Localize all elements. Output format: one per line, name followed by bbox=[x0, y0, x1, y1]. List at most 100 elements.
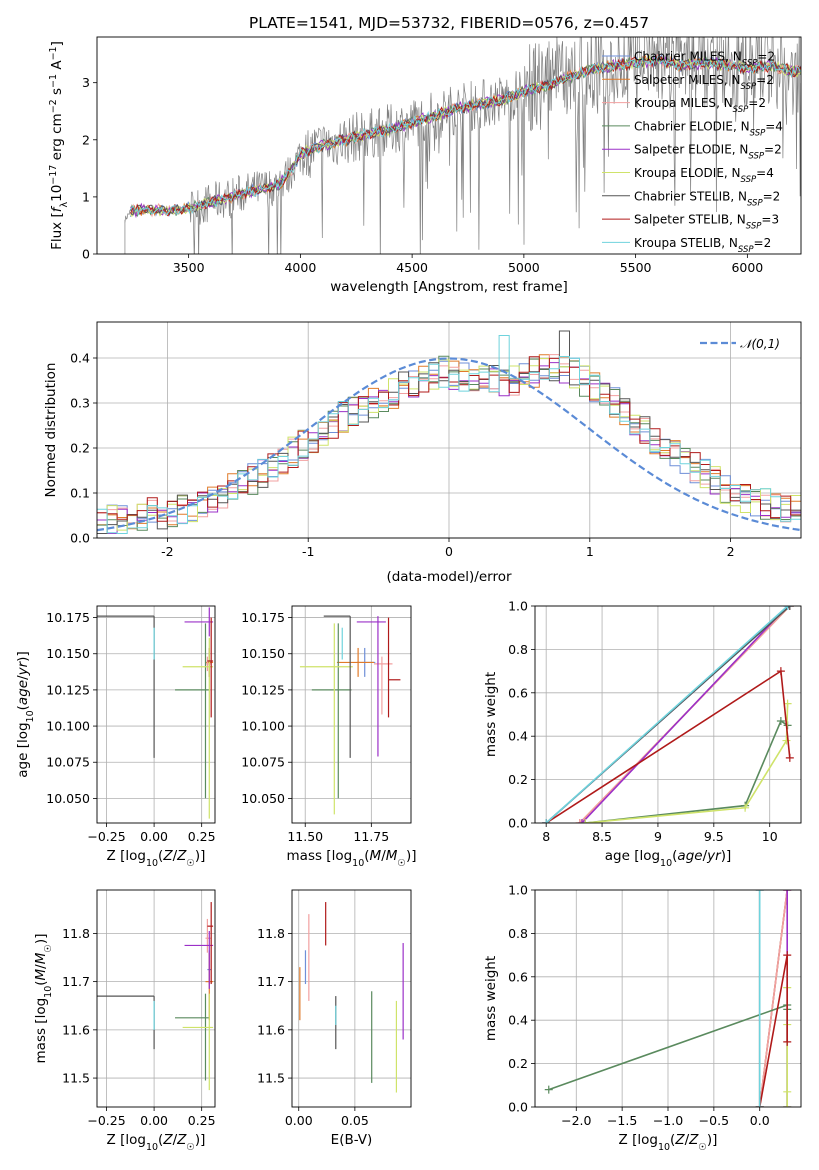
y-tick-label: 11.5 bbox=[257, 1071, 285, 1086]
y-tick-label: 0.0 bbox=[70, 531, 90, 546]
label-part: mass [log bbox=[33, 998, 49, 1064]
weight-marker bbox=[783, 951, 792, 960]
y-tick-label: 0.2 bbox=[508, 1056, 528, 1071]
mass-vs-ebv-panel: 0.00 0.05 11.5 11.6 11.7 11.8 E(B-V) bbox=[257, 889, 412, 1148]
legend-label: Salpeter STELIB, NSSP=3 bbox=[634, 213, 779, 232]
legend-name: Chabrier MILES bbox=[634, 50, 725, 64]
y-tick-label: 10.050 bbox=[241, 791, 285, 806]
y-tick-label: 0.4 bbox=[508, 729, 528, 744]
legend-nssp-sub: SSP bbox=[747, 198, 763, 208]
label-part: M bbox=[33, 968, 49, 980]
label-part: / bbox=[381, 848, 386, 864]
y-tick-label: 0.8 bbox=[508, 642, 528, 657]
model-line-kroupa-stelib bbox=[130, 55, 801, 216]
normal-curve bbox=[97, 357, 801, 532]
y-tick-label: 0.4 bbox=[508, 1013, 528, 1028]
x-tick-label: 11.50 bbox=[287, 829, 323, 844]
label-part: ☉ bbox=[397, 858, 406, 869]
label-part: M bbox=[33, 952, 49, 964]
label-part: / bbox=[173, 848, 178, 864]
y-tick-label: 1.0 bbox=[508, 599, 528, 614]
y-tick-label: 0.6 bbox=[508, 685, 528, 700]
legend-nssp-prefix: , N bbox=[725, 50, 742, 64]
y-tick-label: 3 bbox=[82, 75, 90, 90]
legend-name: Salpeter ELODIE bbox=[634, 143, 732, 157]
y-tick-label: 10.125 bbox=[46, 682, 90, 697]
x-tick-label: 2 bbox=[727, 544, 735, 559]
label-part: A bbox=[49, 60, 65, 74]
x-tick-label: 5500 bbox=[620, 260, 652, 275]
weight-marker bbox=[785, 606, 794, 610]
legend-label: Chabrier ELODIE, NSSP=4 bbox=[634, 119, 783, 138]
x-axis-label: mass [log10(M/M☉)] bbox=[287, 848, 417, 869]
legend-nssp-eq: = bbox=[765, 119, 775, 133]
y-tick-label: 2 bbox=[82, 132, 90, 147]
label-part: yr bbox=[15, 660, 31, 676]
label-part: mass [log bbox=[287, 848, 353, 864]
label-part: f bbox=[49, 205, 65, 212]
legend-nssp-sub: SSP bbox=[748, 152, 764, 162]
legend-nssp-eq: = bbox=[764, 143, 774, 157]
label-part: age [log bbox=[15, 722, 31, 777]
y-tick-label: 10.175 bbox=[241, 610, 285, 625]
x-axis-label: Z [log10(Z/Z☉)] bbox=[619, 1132, 718, 1153]
label-part: )] bbox=[195, 1132, 206, 1148]
label-part: Flux [ bbox=[49, 212, 65, 250]
plot-area bbox=[97, 607, 214, 819]
weight-marker bbox=[544, 1085, 553, 1094]
x-tick-label: 0 bbox=[445, 544, 453, 559]
legend-nssp-prefix: , N bbox=[733, 119, 750, 133]
label-part: Z [log bbox=[619, 1132, 658, 1148]
weight-marker bbox=[577, 819, 586, 823]
x-tick-label: 5000 bbox=[508, 260, 540, 275]
legend-name: Chabrier STELIB bbox=[634, 189, 730, 203]
y-tick-label: 10.125 bbox=[241, 682, 285, 697]
weight-marker bbox=[755, 890, 764, 894]
label-part: 10 bbox=[25, 710, 36, 722]
y-tick-label: 11.8 bbox=[62, 926, 90, 941]
legend-nssp-eq: = bbox=[757, 50, 767, 64]
y-axis-label: Flux [fλ10−17 erg cm−2 s−1 A−1] bbox=[48, 41, 70, 250]
y-tick-label: 0.1 bbox=[70, 486, 90, 501]
x-tick-label: 4000 bbox=[284, 260, 316, 275]
weight-marker bbox=[783, 1037, 792, 1046]
weight-marker bbox=[575, 819, 584, 823]
label-part: 10 bbox=[146, 858, 158, 869]
label-part: Z [log bbox=[107, 1132, 146, 1148]
x-tick-label: 4500 bbox=[396, 260, 428, 275]
weight-marker bbox=[783, 606, 792, 610]
y-tick-label: 11.6 bbox=[257, 1022, 285, 1037]
label-part: ☉ bbox=[43, 944, 54, 953]
label-part: −1 bbox=[48, 46, 59, 60]
x-tick-label: 0.0 bbox=[750, 1113, 770, 1128]
label-part: 10 bbox=[660, 858, 672, 869]
plot-area bbox=[544, 890, 792, 1107]
legend-nssp: 4 bbox=[766, 166, 774, 180]
x-tick-label: −1.0 bbox=[653, 1113, 683, 1128]
label-part: ( bbox=[670, 1132, 675, 1148]
label-part: / bbox=[33, 964, 49, 969]
weight-line-kroupa-miles bbox=[758, 890, 788, 1107]
legend-nssp-prefix: , N bbox=[732, 143, 749, 157]
plot-area bbox=[97, 330, 801, 534]
x-axis-label: (data-model)/error bbox=[386, 569, 512, 585]
legend-nssp-eq: = bbox=[756, 166, 766, 180]
y-axis-label: mass [log10(M/M☉)] bbox=[33, 934, 54, 1064]
legend-name: Kroupa MILES bbox=[634, 96, 716, 110]
legend-nssp-eq: = bbox=[756, 73, 766, 87]
legend-nssp-eq: = bbox=[761, 213, 771, 227]
legend-label: Chabrier STELIB, NSSP=2 bbox=[634, 189, 780, 208]
legend-label: Chabrier MILES, NSSP=2 bbox=[634, 50, 775, 69]
y-tick-label: 0.0 bbox=[508, 816, 528, 831]
legend-nssp: 2 bbox=[774, 143, 782, 157]
y-tick-label: 1 bbox=[82, 189, 90, 204]
label-part: 10 bbox=[146, 1142, 158, 1153]
y-tick-label: 0.3 bbox=[70, 396, 90, 411]
label-part: Z [log bbox=[107, 848, 146, 864]
x-tick-label: -1 bbox=[302, 544, 314, 559]
legend-nssp: 2 bbox=[764, 236, 772, 250]
weight-marker bbox=[776, 717, 785, 726]
legend-nssp: 2 bbox=[767, 50, 775, 64]
y-tick-label: 10.150 bbox=[241, 646, 285, 661]
